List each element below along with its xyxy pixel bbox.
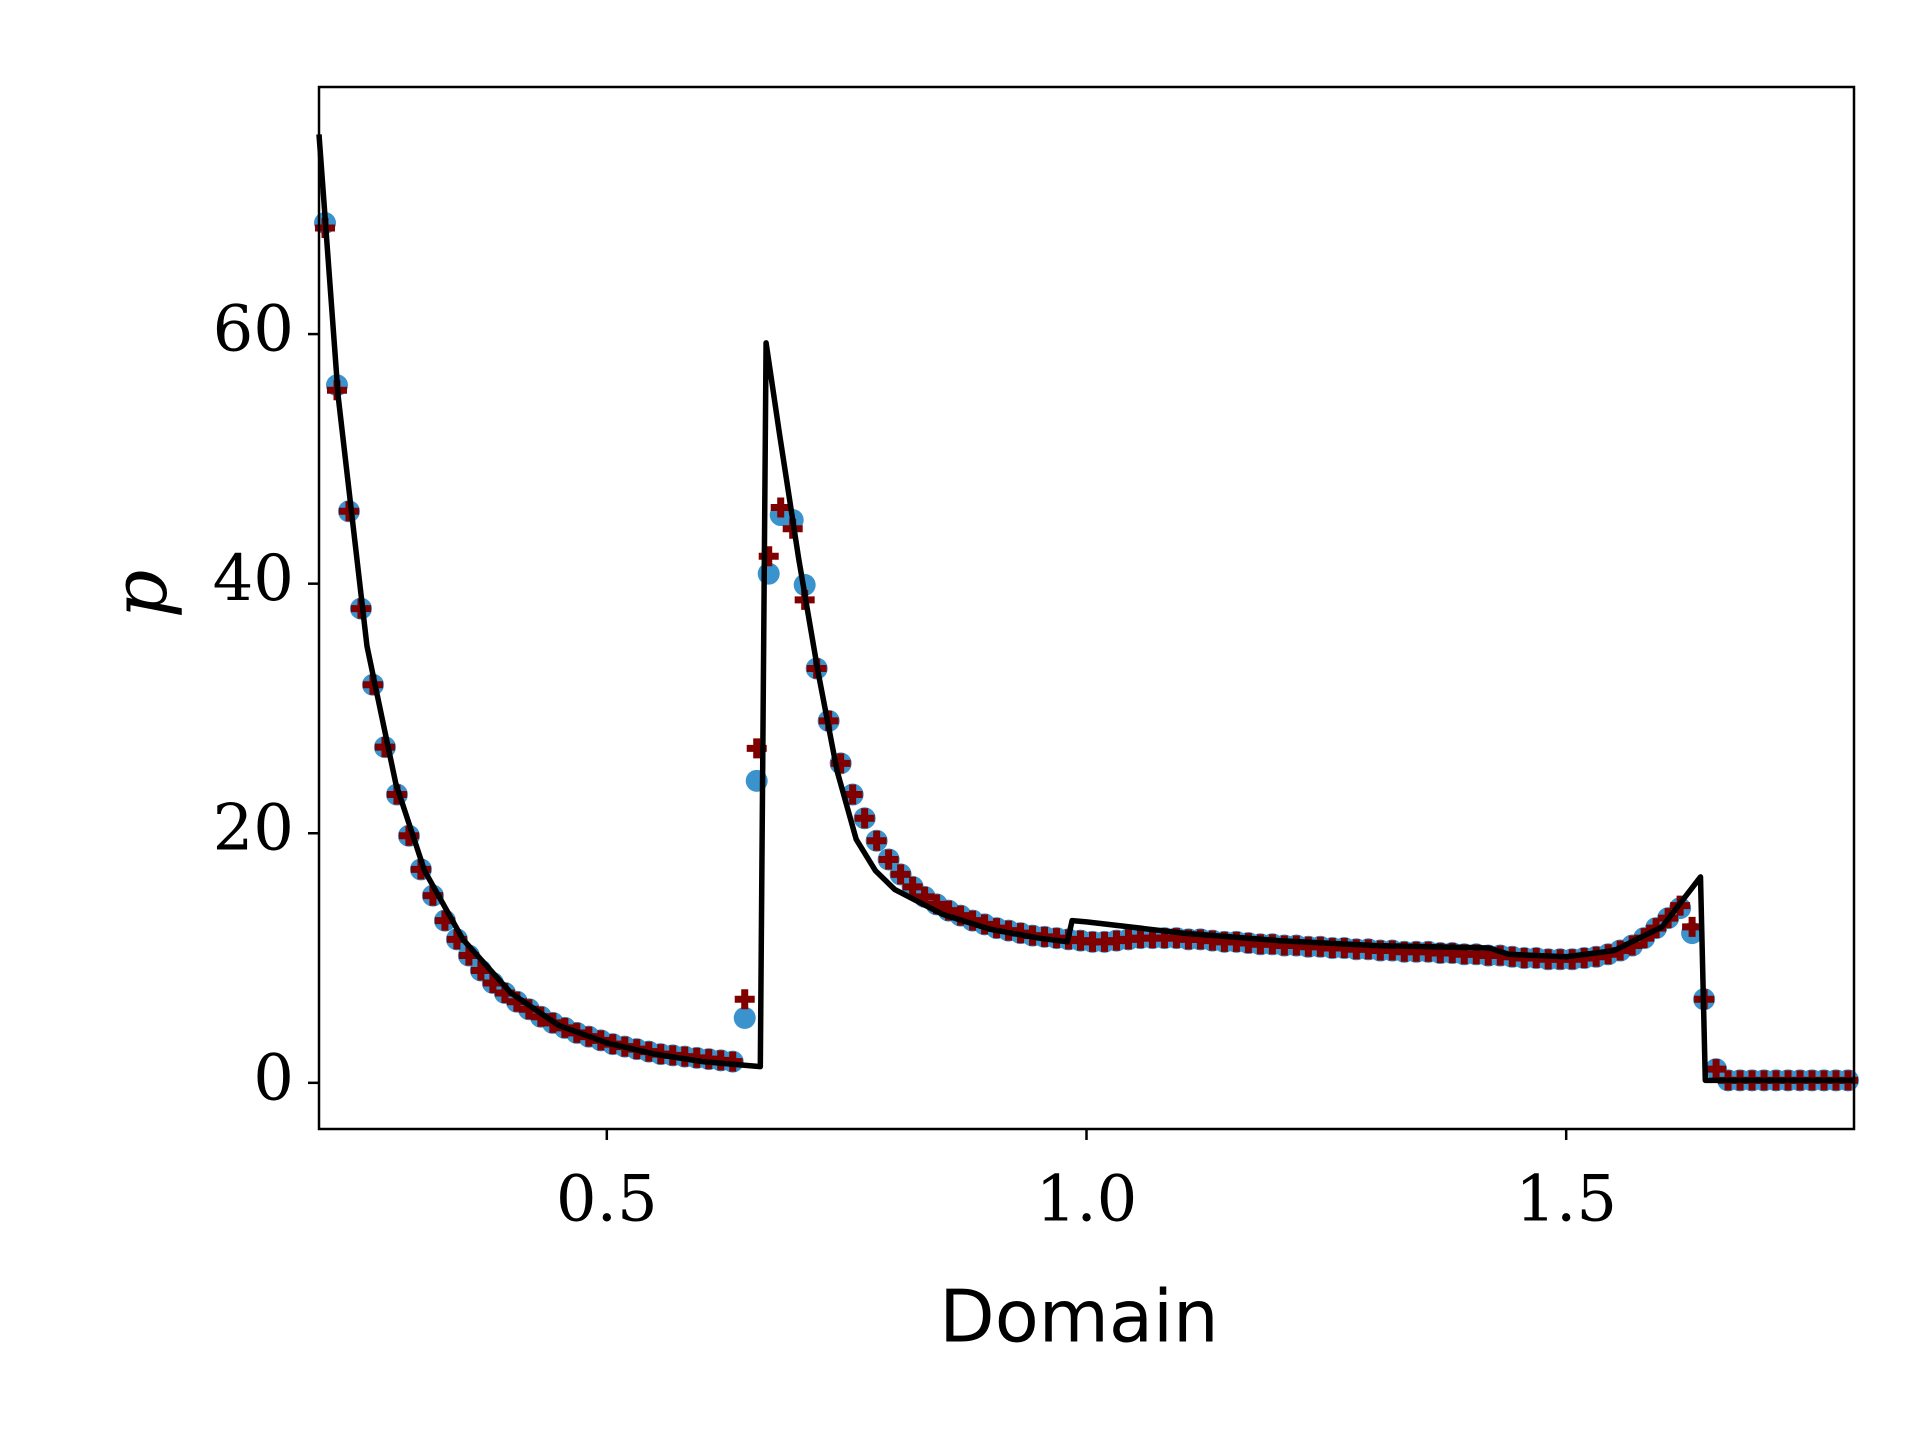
line [316, 134, 1854, 1084]
plus-marker [878, 849, 899, 870]
x-tick-label: 1.0 [1036, 1163, 1138, 1237]
y-tick-label: 20 [213, 792, 294, 866]
plus-marker [866, 830, 887, 851]
plus-marker [854, 808, 875, 829]
x-axis-label: Domain [939, 1275, 1218, 1359]
plus-marker [734, 989, 755, 1010]
y-tick-label: 60 [213, 293, 294, 367]
plus-marker [1682, 916, 1703, 937]
x-tick-label: 1.5 [1515, 1163, 1617, 1237]
plus-marker [770, 497, 791, 518]
y-tick-label: 0 [253, 1041, 294, 1115]
plot-frame [317, 85, 1856, 1131]
plus-marker [1706, 1059, 1727, 1080]
circle-marker [733, 1006, 756, 1029]
y-axis-label: p [95, 570, 184, 619]
plus-marker [890, 864, 911, 885]
plus-marker [902, 876, 923, 897]
x-tick-label: 0.5 [556, 1163, 658, 1237]
y-tick-label: 40 [213, 542, 294, 616]
